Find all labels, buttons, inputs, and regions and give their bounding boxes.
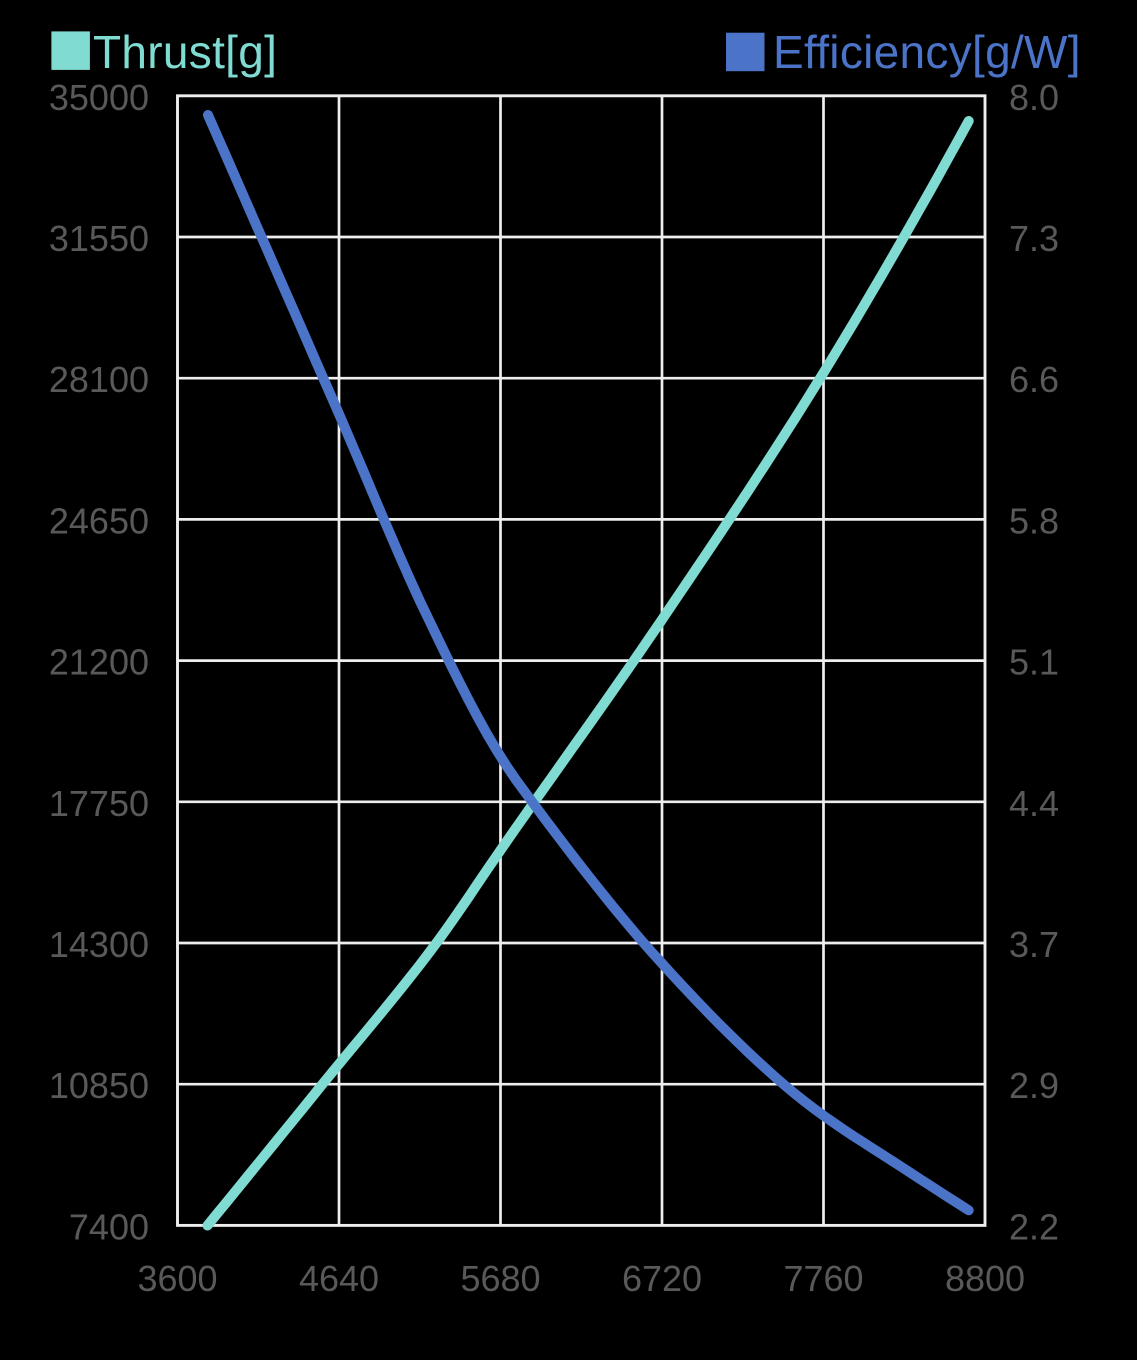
svg-text:24650: 24650: [49, 500, 149, 541]
svg-text:7.3: 7.3: [1009, 218, 1059, 259]
svg-text:28100: 28100: [49, 359, 149, 400]
svg-text:7400: 7400: [69, 1206, 149, 1247]
svg-text:3600: 3600: [137, 1258, 217, 1299]
svg-text:4640: 4640: [299, 1258, 379, 1299]
svg-text:7760: 7760: [783, 1258, 863, 1299]
svg-text:3.7: 3.7: [1009, 924, 1059, 965]
svg-text:6.6: 6.6: [1009, 359, 1059, 400]
svg-text:2.9: 2.9: [1009, 1065, 1059, 1106]
svg-text:31550: 31550: [49, 218, 149, 259]
svg-text:8800: 8800: [945, 1258, 1025, 1299]
svg-text:6720: 6720: [622, 1258, 702, 1299]
svg-text:Efficiency[g/W]: Efficiency[g/W]: [773, 26, 1081, 78]
svg-text:5680: 5680: [460, 1258, 540, 1299]
svg-text:Thrust[g]: Thrust[g]: [93, 26, 277, 78]
svg-text:17750: 17750: [49, 783, 149, 824]
svg-text:5.8: 5.8: [1009, 500, 1059, 541]
svg-text:2.2: 2.2: [1009, 1206, 1059, 1247]
svg-text:5.1: 5.1: [1009, 642, 1059, 683]
svg-text:14300: 14300: [49, 924, 149, 965]
svg-text:35000: 35000: [49, 77, 149, 118]
svg-text:4.4: 4.4: [1009, 783, 1059, 824]
svg-text:21200: 21200: [49, 642, 149, 683]
svg-text:8.0: 8.0: [1009, 77, 1059, 118]
svg-text:10850: 10850: [49, 1065, 149, 1106]
